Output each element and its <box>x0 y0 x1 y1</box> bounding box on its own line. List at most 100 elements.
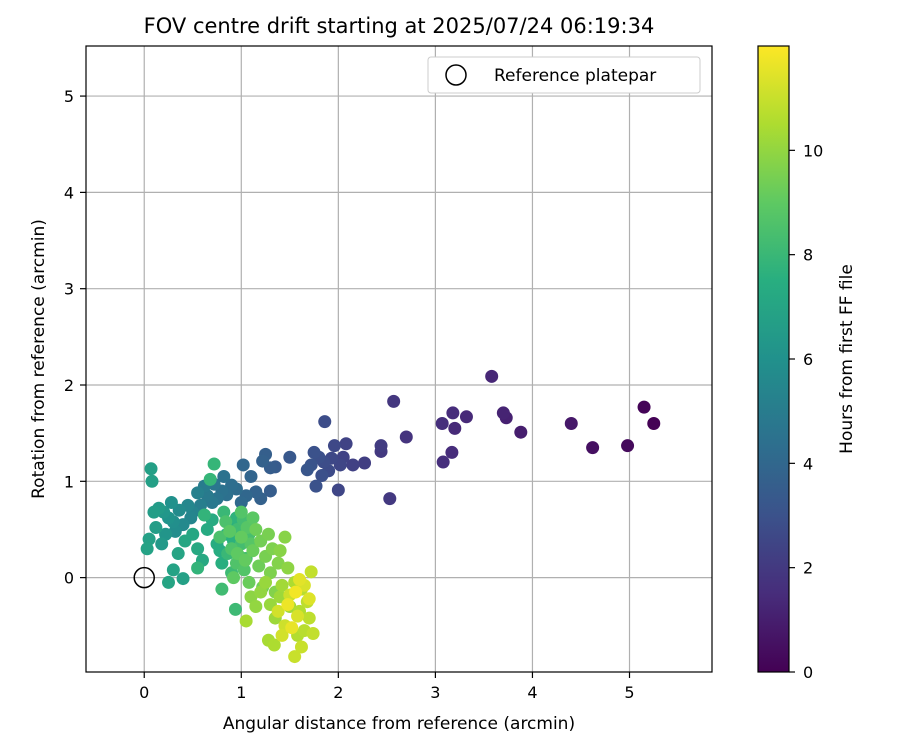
scatter-point <box>283 450 297 464</box>
y-tick-label: 0 <box>64 569 74 588</box>
scatter-point <box>358 456 372 470</box>
scatter-point <box>227 571 241 585</box>
scatter-point <box>446 406 460 420</box>
scatter-point <box>145 474 159 488</box>
scatter-point <box>637 400 651 414</box>
scatter-point <box>304 565 318 579</box>
scatter-point <box>200 522 214 536</box>
scatter-point <box>244 469 258 483</box>
scatter-point <box>496 406 510 420</box>
scatter-point <box>164 495 178 509</box>
scatter-point <box>448 421 462 435</box>
scatter-point <box>435 417 449 431</box>
scatter-point <box>228 602 242 616</box>
scatter-point <box>647 417 661 431</box>
reference-marker <box>133 566 155 589</box>
scatter-point <box>387 394 401 408</box>
x-tick-label: 0 <box>139 683 149 702</box>
scatter-point <box>346 458 360 472</box>
scatter-point <box>315 469 329 483</box>
scatter-point <box>215 556 229 570</box>
scatter-point <box>237 563 251 577</box>
grid-lines <box>86 46 712 672</box>
legend: Reference platepar <box>427 56 701 94</box>
scatter-point <box>327 439 341 453</box>
scatter-point <box>203 472 217 486</box>
x-axis-label: Angular distance from reference (arcmin) <box>223 714 575 734</box>
scatter-point <box>289 585 303 599</box>
colorbar-gradient <box>758 46 789 672</box>
scatter-point <box>238 553 252 567</box>
scatter-point <box>155 537 169 551</box>
scatter-point <box>246 544 260 558</box>
scatter-point <box>307 445 321 459</box>
scatter-point <box>254 585 268 599</box>
scatter-point <box>197 508 211 522</box>
scatter-point <box>239 614 253 628</box>
scatter-point <box>275 578 289 592</box>
scatter-point <box>217 505 231 519</box>
scatter-point <box>149 521 163 535</box>
scatter-point <box>309 479 323 493</box>
scatter-point <box>256 454 270 468</box>
scatter-point <box>291 609 305 623</box>
x-tick-label: 3 <box>430 683 440 702</box>
scatter-point <box>191 561 205 575</box>
scatter-point <box>564 417 578 431</box>
scatter-point <box>249 600 263 614</box>
scatter-point <box>333 458 347 472</box>
scatter-point <box>273 544 287 558</box>
scatter-point <box>281 598 295 612</box>
scatter-point <box>300 463 314 477</box>
scatter-point <box>142 532 156 546</box>
scatter-point <box>294 640 308 654</box>
legend-open-circle-icon <box>445 64 467 86</box>
scatter-point <box>263 484 277 498</box>
y-ticks: 0 1 2 3 4 5 <box>64 87 86 588</box>
colorbar-tick-label: 4 <box>803 454 813 473</box>
y-tick-label: 2 <box>64 376 74 395</box>
scatter-point <box>288 650 302 664</box>
scatter-point <box>225 478 239 492</box>
scatter-point <box>374 439 388 453</box>
scatter-point <box>191 542 205 556</box>
scatter-point <box>445 445 459 459</box>
colorbar-tick-label: 2 <box>803 559 813 578</box>
scatter-point <box>383 492 397 506</box>
scatter-point <box>249 522 263 536</box>
scatter-point <box>331 483 345 497</box>
scatter-point <box>186 527 200 541</box>
scatter-point <box>144 462 158 476</box>
y-tick-label: 1 <box>64 472 74 491</box>
y-axis-label: Rotation from reference (arcmin) <box>29 219 49 499</box>
scatter-point <box>285 621 299 635</box>
scatter-point <box>459 410 473 424</box>
scatter-point <box>217 469 231 483</box>
scatter-point <box>244 590 258 604</box>
scatter-point <box>306 626 320 640</box>
scatter-point <box>171 547 185 561</box>
scatter-point <box>261 527 275 541</box>
scatter-point <box>275 628 289 642</box>
scatter-point <box>213 530 227 544</box>
scatter-point <box>161 575 175 589</box>
x-tick-label: 2 <box>333 683 343 702</box>
x-tick-label: 1 <box>236 683 246 702</box>
colorbar-tick-label: 10 <box>803 141 823 160</box>
legend-box <box>427 56 701 94</box>
scatter-point <box>259 575 273 589</box>
scatter-point <box>234 530 248 544</box>
scatter-point <box>302 611 316 625</box>
scatter-point <box>267 638 281 652</box>
y-tick-label: 4 <box>64 183 74 202</box>
x-tick-label: 5 <box>624 683 634 702</box>
colorbar-tick-label: 8 <box>803 246 813 265</box>
y-tick-label: 3 <box>64 280 74 299</box>
colorbar-label: Hours from first FF file <box>837 264 857 454</box>
scatter-point <box>147 505 161 519</box>
scatter-point <box>293 573 307 587</box>
x-ticks: 0 1 2 3 4 5 <box>139 672 635 702</box>
scatter-point <box>263 566 277 580</box>
legend-label: Reference platepar <box>494 66 656 86</box>
